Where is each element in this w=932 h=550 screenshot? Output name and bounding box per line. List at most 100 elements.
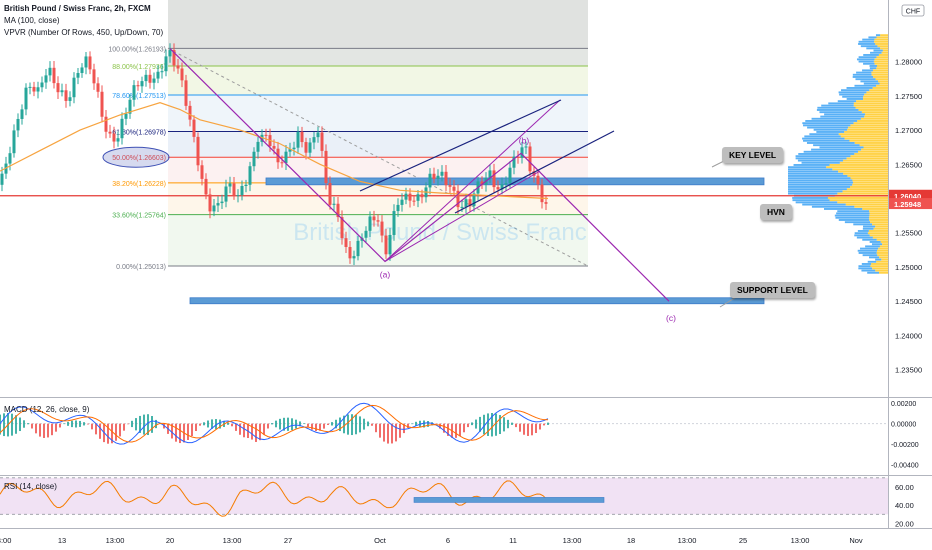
candle-body xyxy=(72,77,76,98)
macd-histogram-bar xyxy=(267,423,269,429)
wave-path xyxy=(169,48,670,302)
price-tick-label: 1.23500 xyxy=(895,366,922,375)
vpvr-bar-up xyxy=(863,225,876,228)
macd-histogram-bar xyxy=(543,423,545,426)
candle-body xyxy=(384,235,388,255)
vpvr-bar-down xyxy=(875,43,888,45)
macd-histogram-bar xyxy=(351,414,353,436)
macd-histogram-bar xyxy=(427,421,429,427)
vpvr-bar-up xyxy=(788,188,847,191)
price-tick-label: 1.27000 xyxy=(895,126,922,135)
candle-body xyxy=(216,203,220,206)
vpvr-bar-up xyxy=(819,146,864,149)
candle-body xyxy=(228,183,232,187)
candle-body xyxy=(400,199,404,205)
macd-histogram-bar xyxy=(479,416,481,432)
candle-body xyxy=(504,183,508,185)
vpvr-bar-up xyxy=(788,170,839,173)
fib-50-highlight xyxy=(102,146,170,168)
macd-histogram-bar xyxy=(299,421,301,427)
candle-body xyxy=(460,206,464,208)
fib-level-label: 78.60%(1.27513) xyxy=(112,93,166,100)
vpvr-bar-up xyxy=(870,51,882,54)
candle-body xyxy=(148,74,152,83)
macd-histogram-bar xyxy=(43,423,45,438)
vpvr-bar-down xyxy=(881,51,888,54)
macd-histogram-bar xyxy=(75,420,77,428)
support-level-label: SUPPORT LEVEL xyxy=(730,282,815,298)
macd-histogram-bar xyxy=(227,422,229,425)
vpvr-bar-down xyxy=(853,122,888,125)
price-badge-bg xyxy=(889,198,932,210)
macd-legend: MACD (12, 26, close, 9) xyxy=(4,405,90,414)
time-tick-label: 13:00 xyxy=(0,536,11,545)
rsi-tick-label: 20.00 xyxy=(895,519,914,528)
vpvr-bar-up xyxy=(788,177,851,180)
time-tick-label: 25 xyxy=(739,536,747,545)
fibonacci-retracement[interactable]: 100.00%(1.26193) 88.00%(1.27936) 78.60%(1.… xyxy=(102,0,589,271)
vpvr-bar-down xyxy=(837,201,888,204)
vpvr-bar-up xyxy=(861,263,872,265)
vpvr-bar-up xyxy=(835,216,870,219)
vpvr-bar-down xyxy=(829,199,888,202)
fib-level-label: 50.00%(1.26603) xyxy=(112,155,166,162)
vpvr-bar-down xyxy=(856,100,888,103)
vpvr-bar-down xyxy=(852,183,888,186)
candle-body xyxy=(212,205,216,212)
candle-body xyxy=(444,171,448,186)
candle-body xyxy=(468,199,472,207)
vpvr-bar-up xyxy=(803,124,851,127)
candle-body xyxy=(104,116,108,132)
macd-histogram-bar xyxy=(339,417,341,432)
candle-body xyxy=(64,90,68,101)
macd-histogram-bar xyxy=(123,423,125,431)
vpvr-bar-up xyxy=(803,139,850,142)
candle-body xyxy=(168,50,172,57)
vpvr-bar-up xyxy=(806,142,855,144)
macd-histogram-bar xyxy=(67,421,69,426)
vpvr-bar-down xyxy=(850,155,888,158)
macd-histogram-bar xyxy=(311,423,313,430)
candle-body xyxy=(296,131,300,148)
candle-body xyxy=(240,186,244,196)
vpvr-bar-up xyxy=(858,252,877,254)
vpvr-bar-up xyxy=(839,93,865,96)
vpvr-bar-up xyxy=(858,265,871,268)
vpvr-bar-up xyxy=(834,214,870,217)
wave-c-label: (c) xyxy=(666,313,676,323)
vpvr-bar-up xyxy=(811,117,861,120)
vpvr-bar-down xyxy=(847,175,888,177)
macd-histogram-bar xyxy=(111,423,113,444)
macd-histogram-bar xyxy=(211,419,213,429)
vpvr-bar-down xyxy=(869,210,888,213)
candle-body xyxy=(544,202,548,204)
macd-histogram-bar xyxy=(59,423,61,428)
macd-histogram-bar xyxy=(207,420,209,428)
vpvr-bar-up xyxy=(820,115,865,118)
vpvr-bar-down xyxy=(854,142,888,144)
macd-histogram-bar xyxy=(83,422,85,426)
drawings-layer[interactable]: (a) (b) (c) xyxy=(169,48,676,324)
vpvr-bar-down xyxy=(853,102,888,105)
macd-histogram-bar xyxy=(523,423,525,435)
candle-body xyxy=(480,181,484,185)
vpvr-bar-down xyxy=(837,192,888,195)
vpvr-bar-down xyxy=(874,62,888,65)
vpvr-bar-down xyxy=(875,269,888,272)
vpvr-bar-down xyxy=(869,89,888,92)
vpvr-bar-up xyxy=(821,104,854,107)
vpvr-bar-up xyxy=(873,49,883,52)
vpvr-bar-down xyxy=(827,197,888,199)
candle-body xyxy=(500,184,504,190)
vpvr-bar-up xyxy=(860,45,878,48)
macd-histogram-bar xyxy=(27,423,29,425)
time-tick-label: 6 xyxy=(446,536,450,545)
candle-body xyxy=(52,67,56,84)
time-tick-label: 13:00 xyxy=(678,536,697,545)
price-tick-label: 1.26500 xyxy=(895,160,922,169)
time-tick-label: 13:00 xyxy=(223,536,242,545)
vpvr-bar-down xyxy=(877,254,888,257)
candle-body xyxy=(68,97,72,101)
macd-histogram-bar xyxy=(347,414,349,435)
